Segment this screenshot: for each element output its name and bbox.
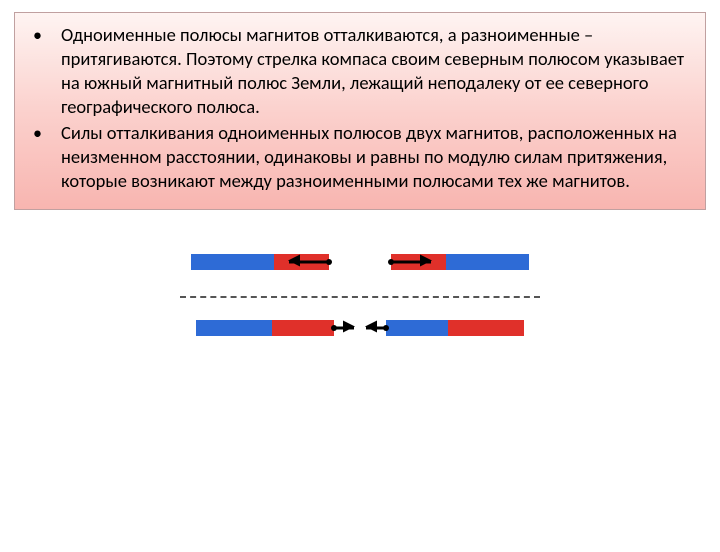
bullet-icon: • (33, 121, 61, 193)
force-arrow-left (289, 261, 329, 264)
list-item: • Силы отталкивания одноименных полюсов … (33, 121, 687, 193)
info-panel: • Одноименные полюсы магнитов отталкиваю… (14, 12, 706, 210)
bullet-text: Одноименные полюсы магнитов отталкиваютс… (61, 23, 687, 119)
magnet-row-attract (191, 250, 529, 274)
magnet-row-repel (196, 316, 524, 340)
north-pole (196, 320, 272, 336)
magnet-right (386, 320, 524, 336)
force-arrow-left (366, 327, 386, 330)
list-item: • Одноименные полюсы магнитов отталкиваю… (33, 23, 687, 119)
magnet-diagram (0, 250, 720, 340)
south-pole (448, 320, 524, 336)
south-pole (272, 320, 334, 336)
bullet-text: Силы отталкивания одноименных полюсов дв… (61, 121, 687, 193)
north-pole (386, 320, 448, 336)
magnet-right (391, 254, 529, 270)
north-pole (446, 254, 529, 270)
magnet-left (191, 254, 329, 270)
magnet-left (196, 320, 334, 336)
bullet-icon: • (33, 23, 61, 119)
bullet-list: • Одноименные полюсы магнитов отталкиваю… (33, 23, 687, 193)
north-pole (191, 254, 274, 270)
divider-dashed (180, 296, 540, 298)
force-arrow-right (334, 327, 354, 330)
force-arrow-right (391, 261, 431, 264)
